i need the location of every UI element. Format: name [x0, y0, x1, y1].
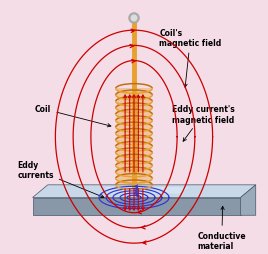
FancyBboxPatch shape [117, 89, 151, 185]
Text: Conductive
material: Conductive material [198, 207, 246, 250]
Polygon shape [103, 187, 190, 194]
Circle shape [131, 16, 137, 22]
Text: Coil's
magnetic field: Coil's magnetic field [159, 29, 222, 88]
Text: Eddy current's
magnetic field: Eddy current's magnetic field [172, 105, 235, 142]
Circle shape [129, 14, 139, 24]
Polygon shape [32, 198, 240, 215]
Polygon shape [32, 185, 256, 198]
Polygon shape [240, 185, 256, 215]
Text: Eddy
currents: Eddy currents [17, 160, 104, 198]
Text: Coil: Coil [35, 105, 111, 127]
